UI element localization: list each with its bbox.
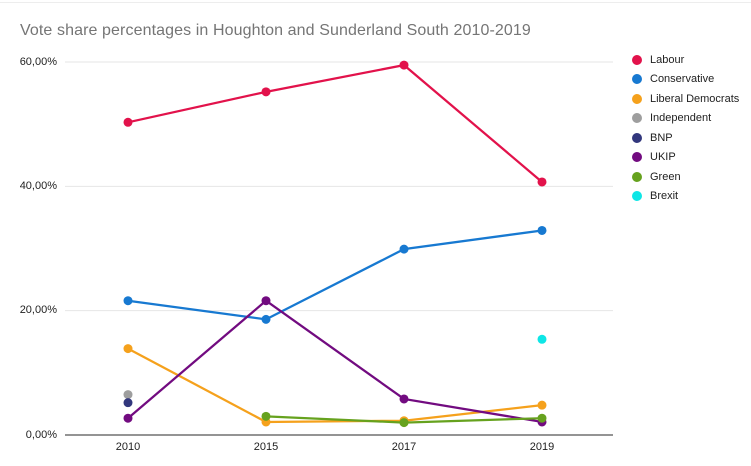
point-labour-2017 [399, 60, 409, 70]
series-line-ukip [127, 299, 543, 424]
legend-dot-independent [632, 113, 642, 124]
legend-dot-ukip [632, 152, 642, 163]
legend-dot-bnp [632, 132, 642, 143]
point-conservative-2015 [261, 314, 271, 324]
point-liberal-democrats-2019 [537, 400, 547, 410]
series-line-labour [127, 63, 543, 183]
point-conservative-2017 [399, 244, 409, 254]
legend-item-conservative[interactable]: Conservative [632, 70, 739, 90]
point-independent-2010 [123, 390, 133, 400]
x-axis-label-2010: 2010 [115, 441, 141, 453]
point-ukip-2010 [123, 413, 133, 423]
y-axis-label-20: 20,00% [19, 304, 57, 317]
legend-label-labour: Labour [650, 53, 685, 66]
point-labour-2010 [123, 117, 133, 127]
point-green-2015 [261, 411, 271, 421]
legend-label-brexit: Brexit [650, 190, 679, 203]
legend-dot-liberal-democrats [632, 93, 642, 104]
legend-label-green: Green [650, 170, 681, 183]
x-axis-label-2015: 2015 [253, 441, 279, 453]
legend-dot-conservative [632, 74, 642, 85]
point-green-2017 [399, 418, 409, 428]
legend-label-independent: Independent [650, 112, 712, 125]
y-axis-label-60: 60,00% [19, 55, 57, 68]
x-axis-label-2019: 2019 [529, 441, 555, 453]
y-axis-label-0: 0,00% [25, 428, 57, 441]
point-liberal-democrats-2010 [123, 344, 133, 354]
legend-item-labour[interactable]: Labour [632, 50, 739, 70]
point-conservative-2019 [537, 225, 547, 235]
legend-item-independent[interactable]: Independent [632, 109, 739, 129]
point-labour-2019 [537, 177, 547, 187]
point-labour-2015 [261, 87, 271, 97]
series-line-conservative [127, 229, 543, 321]
legend-item-ukip[interactable]: UKIP [632, 148, 739, 168]
point-ukip-2017 [399, 394, 409, 404]
legend-item-brexit[interactable]: Brexit [632, 187, 739, 207]
point-conservative-2010 [123, 296, 133, 306]
legend-dot-green [632, 171, 642, 182]
legend-dot-brexit [632, 191, 642, 202]
legend-item-liberal-democrats[interactable]: Liberal Democrats [632, 89, 739, 109]
legend-label-ukip: UKIP [650, 151, 676, 164]
series-line-liberal-democrats [127, 347, 543, 424]
legend-dot-labour [632, 54, 642, 65]
point-bnp-2010 [123, 398, 133, 408]
point-ukip-2015 [261, 296, 271, 306]
legend-label-bnp: BNP [650, 131, 673, 144]
legend: Labour Conservative Liberal Democrats Indep… [632, 50, 739, 206]
point-brexit-2019 [537, 334, 547, 344]
legend-label-liberal-democrats: Liberal Democrats [650, 92, 740, 105]
x-axis-label-2017: 2017 [391, 441, 417, 453]
legend-label-conservative: Conservative [650, 73, 715, 86]
point-green-2019 [537, 413, 547, 423]
y-axis-label-40: 40,00% [19, 179, 57, 192]
legend-item-green[interactable]: Green [632, 167, 739, 187]
legend-item-bnp[interactable]: BNP [632, 128, 739, 148]
chart-title: Vote share percentages in Houghton and S… [20, 22, 531, 39]
top-divider [0, 2, 751, 3]
